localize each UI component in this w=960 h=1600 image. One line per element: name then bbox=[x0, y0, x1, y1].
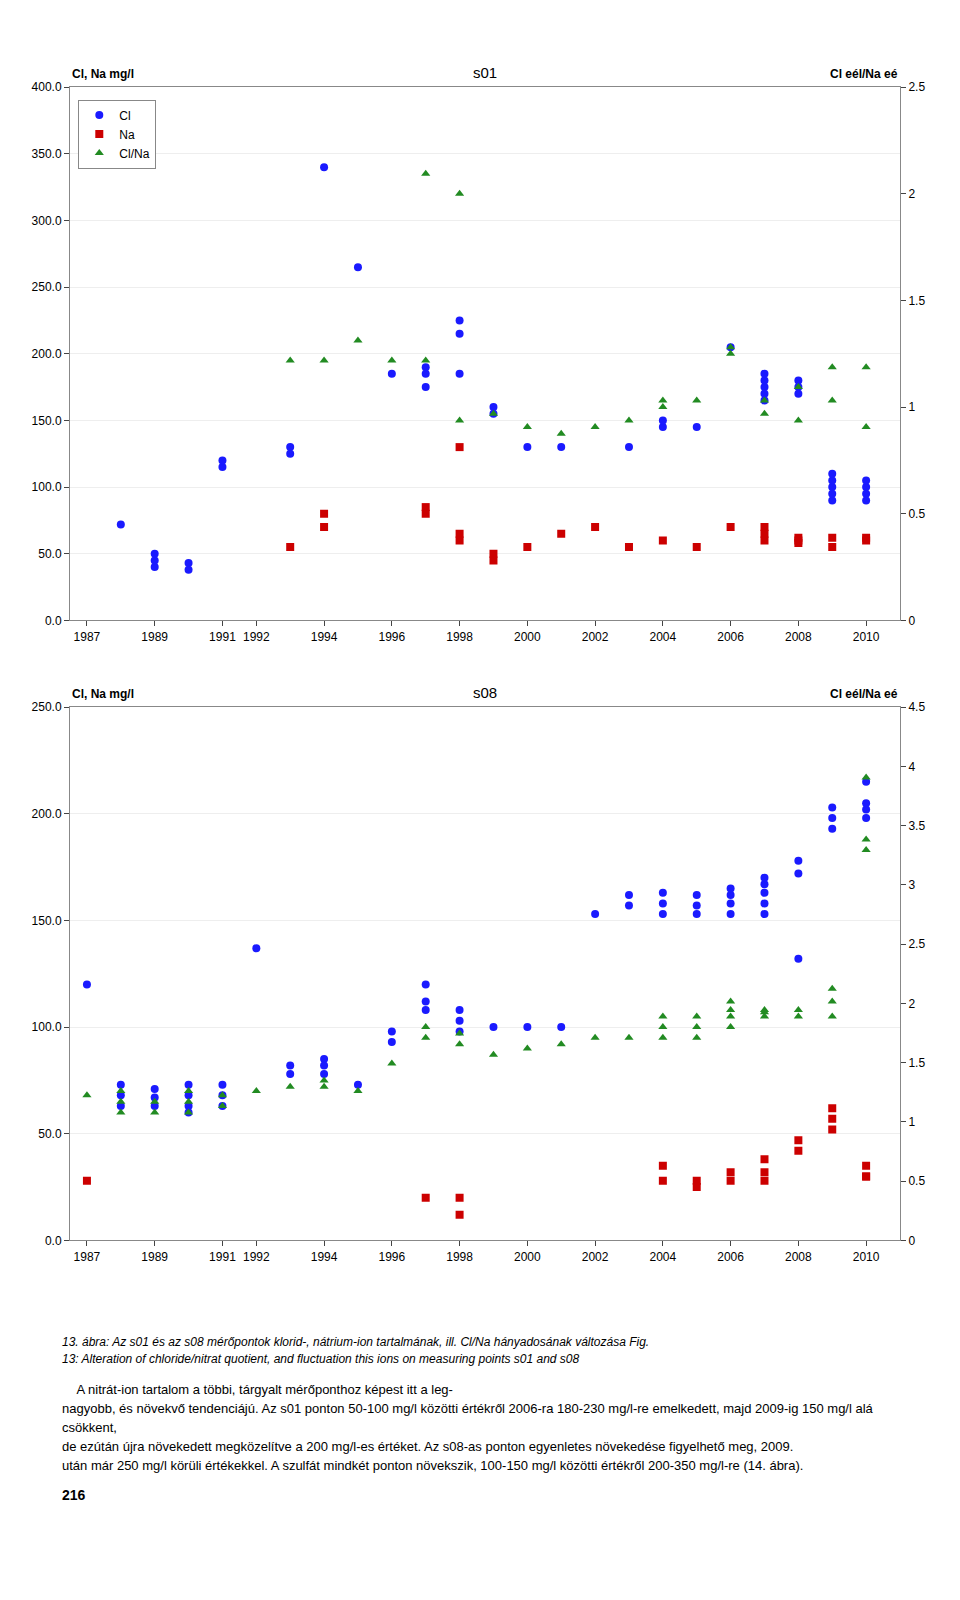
svg-text:250.0: 250.0 bbox=[32, 700, 62, 714]
svg-text:Na: Na bbox=[119, 128, 135, 142]
html-text:13. ábra: Az s01 és az s08 mér: 13. ábra: Az s01 és az s08 mérőpontok kl… bbox=[62, 1335, 650, 1349]
svg-text:3: 3 bbox=[908, 878, 915, 892]
svg-text:s08: s08 bbox=[473, 684, 497, 701]
svg-text:2: 2 bbox=[908, 187, 915, 201]
svg-text:0: 0 bbox=[908, 1234, 915, 1248]
html-text:nagyobb, és növekvő tendenciáj: nagyobb, és növekvő tendenciájú. Az s01 … bbox=[62, 1401, 877, 1435]
svg-text:200.0: 200.0 bbox=[32, 807, 62, 821]
svg-text:3.5: 3.5 bbox=[908, 819, 925, 833]
svg-text:2002: 2002 bbox=[582, 1250, 609, 1264]
svg-text:Cl/Na: Cl/Na bbox=[119, 147, 149, 161]
svg-text:1: 1 bbox=[908, 400, 915, 414]
svg-text:2002: 2002 bbox=[582, 630, 609, 644]
svg-text:150.0: 150.0 bbox=[32, 414, 62, 428]
svg-text:1987: 1987 bbox=[74, 1250, 101, 1264]
svg-text:2006: 2006 bbox=[717, 630, 744, 644]
svg-text:200.0: 200.0 bbox=[32, 347, 62, 361]
svg-text:100.0: 100.0 bbox=[32, 480, 62, 494]
svg-text:2: 2 bbox=[908, 997, 915, 1011]
svg-text:300.0: 300.0 bbox=[32, 214, 62, 228]
svg-text:0: 0 bbox=[908, 614, 915, 628]
svg-text:Cl, Na mg/l: Cl, Na mg/l bbox=[72, 687, 134, 701]
svg-text:1994: 1994 bbox=[311, 1250, 338, 1264]
html-text:216: 216 bbox=[62, 1487, 86, 1503]
svg-text:2010: 2010 bbox=[853, 1250, 880, 1264]
svg-text:0.5: 0.5 bbox=[908, 507, 925, 521]
svg-text:1998: 1998 bbox=[446, 630, 473, 644]
svg-text:1: 1 bbox=[908, 1115, 915, 1129]
svg-text:0.0: 0.0 bbox=[45, 1234, 62, 1248]
svg-text:s01: s01 bbox=[473, 64, 497, 81]
svg-text:350.0: 350.0 bbox=[32, 147, 62, 161]
svg-text:1992: 1992 bbox=[243, 1250, 270, 1264]
svg-text:2006: 2006 bbox=[717, 1250, 744, 1264]
svg-text:1.5: 1.5 bbox=[908, 294, 925, 308]
svg-text:100.0: 100.0 bbox=[32, 1020, 62, 1034]
html-text:A nitrát-ion tartalom a többi,: A nitrát-ion tartalom a többi, tárgyalt … bbox=[62, 1382, 453, 1397]
svg-text:2.5: 2.5 bbox=[908, 937, 925, 951]
svg-text:4.5: 4.5 bbox=[908, 700, 925, 714]
html-text:után már 250 mg/l körüli érték: után már 250 mg/l körüli értékekkel. A s… bbox=[62, 1458, 804, 1473]
svg-text:50.0: 50.0 bbox=[38, 1127, 62, 1141]
svg-text:1.5: 1.5 bbox=[908, 1056, 925, 1070]
svg-text:0.0: 0.0 bbox=[45, 614, 62, 628]
svg-text:1987: 1987 bbox=[74, 630, 101, 644]
svg-text:2008: 2008 bbox=[785, 1250, 812, 1264]
svg-text:2010: 2010 bbox=[853, 630, 880, 644]
svg-text:1996: 1996 bbox=[378, 1250, 405, 1264]
svg-text:1989: 1989 bbox=[141, 1250, 168, 1264]
svg-text:1991: 1991 bbox=[209, 1250, 236, 1264]
svg-text:Cl eél/Na eé: Cl eél/Na eé bbox=[830, 687, 898, 701]
svg-text:2.5: 2.5 bbox=[908, 80, 925, 94]
svg-text:1989: 1989 bbox=[141, 630, 168, 644]
svg-text:400.0: 400.0 bbox=[32, 80, 62, 94]
svg-text:2004: 2004 bbox=[650, 630, 677, 644]
svg-text:Cl eél/Na eé: Cl eél/Na eé bbox=[830, 67, 898, 81]
svg-text:Cl: Cl bbox=[119, 109, 130, 123]
svg-text:1996: 1996 bbox=[378, 630, 405, 644]
svg-text:250.0: 250.0 bbox=[32, 280, 62, 294]
svg-text:150.0: 150.0 bbox=[32, 914, 62, 928]
svg-text:Cl, Na mg/l: Cl, Na mg/l bbox=[72, 67, 134, 81]
html-text:13: Alteration of chloride/nit: 13: Alteration of chloride/nitrat quotie… bbox=[62, 1352, 580, 1366]
svg-text:4: 4 bbox=[908, 760, 915, 774]
svg-text:1994: 1994 bbox=[311, 630, 338, 644]
svg-text:1998: 1998 bbox=[446, 1250, 473, 1264]
svg-text:2000: 2000 bbox=[514, 630, 541, 644]
svg-text:2004: 2004 bbox=[650, 1250, 677, 1264]
svg-text:50.0: 50.0 bbox=[38, 547, 62, 561]
svg-text:1992: 1992 bbox=[243, 630, 270, 644]
html-text:de ezútán újra növekedett megk: de ezútán újra növekedett megközelítve a… bbox=[62, 1439, 794, 1454]
svg-text:1991: 1991 bbox=[209, 630, 236, 644]
svg-text:0.5: 0.5 bbox=[908, 1174, 925, 1188]
svg-text:2008: 2008 bbox=[785, 630, 812, 644]
svg-text:2000: 2000 bbox=[514, 1250, 541, 1264]
